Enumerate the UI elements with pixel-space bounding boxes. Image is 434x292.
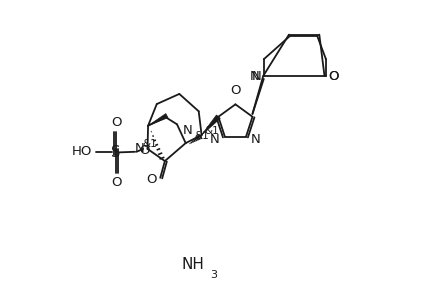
Text: N: N [182,124,191,137]
Text: O: O [111,175,122,189]
Text: O: O [328,69,338,83]
Text: O: O [230,84,240,97]
Text: HO: HO [72,145,92,158]
Text: O: O [111,116,122,129]
Text: &1: &1 [142,139,157,149]
Text: 3: 3 [210,270,217,280]
Text: O: O [138,145,149,157]
Text: N: N [251,69,261,83]
Polygon shape [201,115,220,135]
Text: N: N [250,133,260,146]
Text: &1: &1 [204,126,219,136]
Text: O: O [146,173,156,186]
Polygon shape [148,114,168,126]
Text: N: N [210,133,219,146]
Text: S: S [111,145,120,160]
Text: N: N [249,69,259,83]
Text: &1: &1 [194,131,209,141]
Text: N: N [134,142,144,155]
Text: O: O [328,69,338,83]
Text: NH: NH [181,257,204,272]
